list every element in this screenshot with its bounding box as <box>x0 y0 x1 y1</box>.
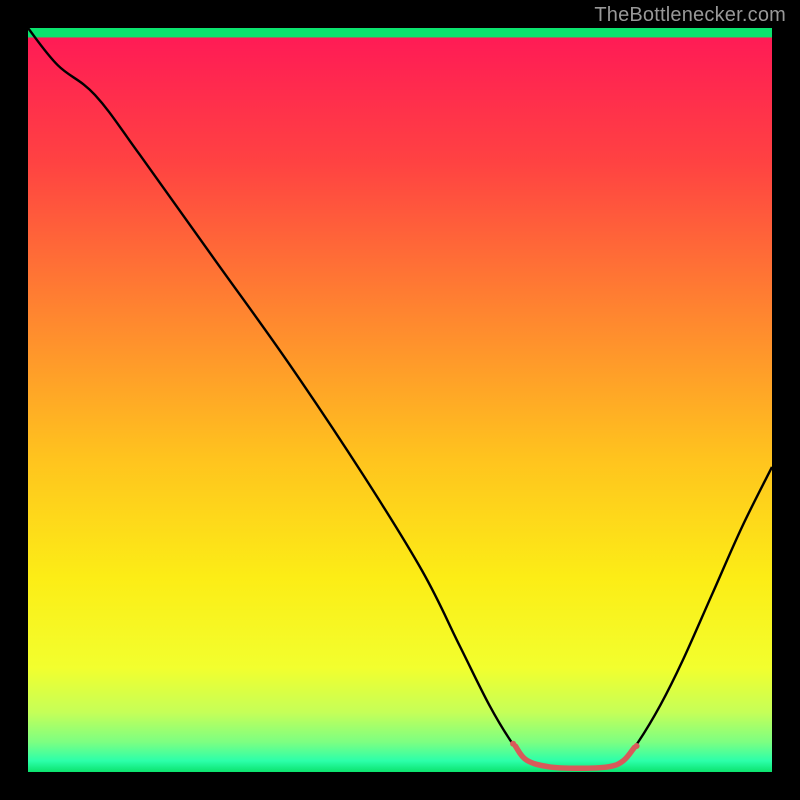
bottom-green-band <box>28 28 772 37</box>
bottleneck-chart <box>28 28 772 772</box>
chart-background <box>28 28 772 772</box>
chart-svg <box>28 28 772 772</box>
highlight-dot <box>510 741 516 747</box>
highlight-dot <box>634 743 640 749</box>
watermark-text: TheBottlenecker.com <box>594 4 786 27</box>
